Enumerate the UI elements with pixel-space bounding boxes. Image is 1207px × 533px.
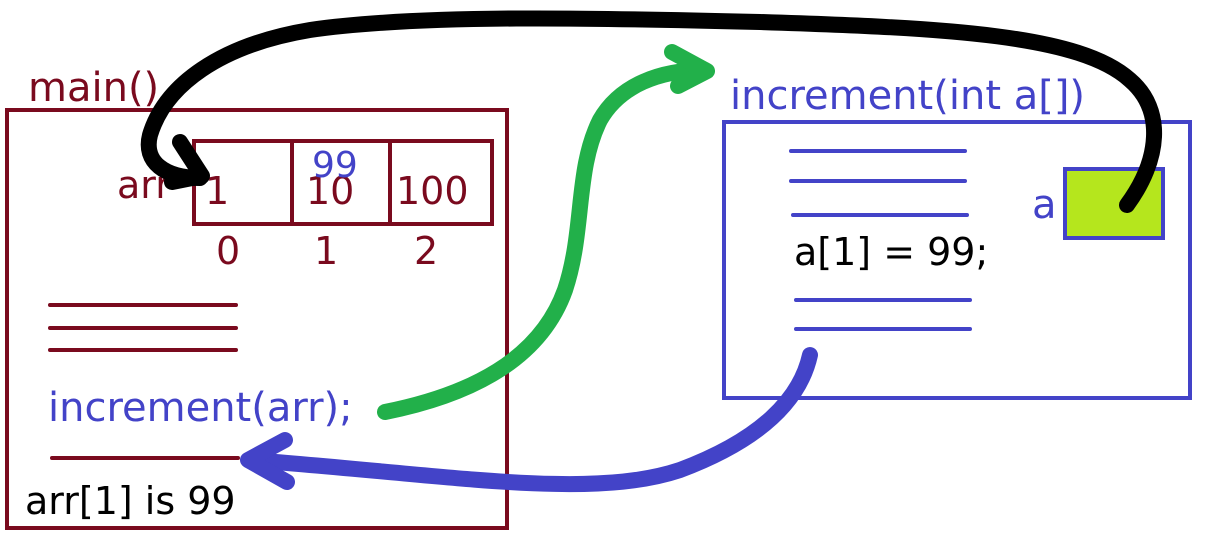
return-arrow-head: [240, 432, 295, 490]
index-2: 2: [414, 229, 439, 273]
index-1: 1: [314, 229, 339, 273]
increment-code-line-1: [789, 149, 967, 153]
array-value-2: 100: [396, 169, 469, 213]
increment-code-line-2: [789, 179, 967, 183]
increment-frame: [722, 120, 1192, 400]
main-code-line-4: [50, 456, 240, 460]
increment-title: increment(int a[]): [730, 73, 1086, 119]
main-code-line-1: [48, 303, 238, 307]
array-value-1: 10: [306, 169, 355, 213]
index-0: 0: [216, 229, 241, 273]
increment-code-line-5: [794, 327, 972, 331]
param-label: a: [1032, 182, 1057, 228]
reference-arrow-head: [164, 134, 210, 190]
reference-arrow: [140, 10, 1163, 213]
return-arrow: [242, 347, 818, 493]
array-cell-2: [388, 139, 494, 226]
main-code-line-2: [48, 326, 238, 330]
main-frame: [5, 108, 509, 530]
increment-code-line-3: [791, 213, 969, 217]
assignment-statement: a[1] = 99;: [794, 230, 989, 274]
increment-code-line-4: [794, 298, 972, 302]
result-text: arr[1] is 99: [25, 479, 236, 523]
call-arrow-head: [664, 44, 715, 94]
main-title: main(): [28, 65, 160, 111]
call-statement: increment(arr);: [48, 385, 353, 431]
overwrite-value: 99: [312, 145, 358, 186]
main-code-line-3: [48, 348, 238, 352]
call-arrow: [377, 62, 713, 420]
